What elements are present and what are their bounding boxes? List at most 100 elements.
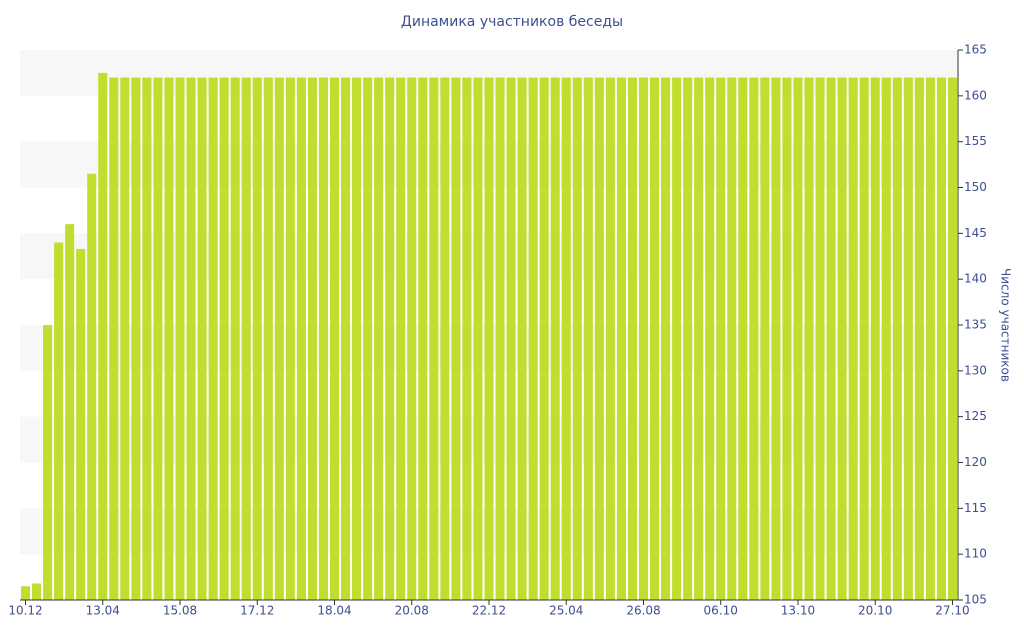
- y-tick-label: 110: [964, 547, 987, 561]
- y-axis-label: Число участников: [999, 268, 1013, 382]
- bar: [296, 77, 306, 600]
- bar: [727, 77, 737, 600]
- y-tick-label: 130: [964, 363, 987, 377]
- bar: [473, 77, 483, 600]
- bar: [32, 583, 42, 600]
- bar: [605, 77, 615, 600]
- x-tick-label: 10.12: [8, 604, 42, 618]
- bar: [396, 77, 406, 600]
- bar: [363, 77, 373, 600]
- bar: [418, 77, 428, 600]
- x-tick-label: 15.08: [163, 604, 197, 618]
- x-tick-label: 13.10: [781, 604, 815, 618]
- bar: [495, 77, 505, 600]
- bar: [230, 77, 240, 600]
- bar: [594, 77, 604, 600]
- bar: [881, 77, 891, 600]
- bar: [804, 77, 814, 600]
- y-tick-label: 105: [964, 593, 987, 607]
- bar: [550, 77, 560, 600]
- bar: [771, 77, 781, 600]
- bar: [65, 224, 75, 600]
- bar: [352, 77, 362, 600]
- bar: [716, 77, 726, 600]
- x-tick-label: 25.04: [549, 604, 583, 618]
- y-tick-label: 160: [964, 88, 987, 102]
- bar: [440, 77, 450, 600]
- bar: [208, 77, 218, 600]
- y-tick-label: 165: [964, 43, 987, 57]
- bar: [484, 77, 494, 600]
- bar: [793, 77, 803, 600]
- bar: [947, 77, 958, 600]
- bar: [517, 77, 527, 600]
- bar: [506, 77, 516, 600]
- y-tick-label: 140: [964, 272, 987, 286]
- bar: [627, 77, 637, 600]
- bar: [429, 77, 439, 600]
- chart-title: Динамика участников беседы: [401, 14, 623, 30]
- bar: [672, 77, 682, 600]
- bar: [252, 77, 262, 600]
- bar: [738, 77, 748, 600]
- bar: [98, 72, 108, 600]
- y-tick-label: 150: [964, 180, 987, 194]
- bar: [539, 77, 549, 600]
- bar: [385, 77, 395, 600]
- bar: [43, 325, 53, 600]
- bar: [407, 77, 417, 600]
- bar: [892, 77, 902, 600]
- bar: [131, 77, 141, 600]
- bar: [374, 77, 384, 600]
- bar: [705, 77, 715, 600]
- bar: [661, 77, 671, 600]
- bar: [76, 248, 86, 600]
- bar: [782, 77, 792, 600]
- bar: [462, 77, 472, 600]
- y-tick-label: 115: [964, 501, 987, 515]
- bar: [616, 77, 626, 600]
- bar: [164, 77, 174, 600]
- bar: [583, 77, 593, 600]
- bar: [650, 77, 660, 600]
- x-tick-label: 20.10: [858, 604, 892, 618]
- bar: [274, 77, 284, 600]
- bar: [936, 77, 946, 600]
- x-tick-label: 18.04: [317, 604, 351, 618]
- bar: [263, 77, 273, 600]
- x-tick-label: 26.08: [626, 604, 660, 618]
- x-tick-label: 20.08: [395, 604, 429, 618]
- x-tick-label: 13.04: [86, 604, 120, 618]
- y-tick-label: 155: [964, 134, 987, 148]
- bar: [859, 77, 869, 600]
- bar: [120, 77, 130, 600]
- bar: [561, 77, 571, 600]
- bar: [20, 586, 31, 600]
- bar: [153, 77, 163, 600]
- bar: [749, 77, 759, 600]
- bar: [186, 77, 196, 600]
- bar: [848, 77, 858, 600]
- bar: [241, 77, 251, 600]
- y-tick-label: 135: [964, 318, 987, 332]
- bar: [197, 77, 207, 600]
- y-tick-label: 145: [964, 226, 987, 240]
- bar: [219, 77, 229, 600]
- bar: [572, 77, 582, 600]
- bar: [837, 77, 847, 600]
- bar: [175, 77, 185, 600]
- bar: [451, 77, 461, 600]
- y-tick-label: 125: [964, 409, 987, 423]
- bar: [826, 77, 836, 600]
- bar: [903, 77, 913, 600]
- bar: [109, 77, 119, 600]
- bar: [760, 77, 770, 600]
- x-tick-label: 17.12: [240, 604, 274, 618]
- bar: [870, 77, 880, 600]
- bar: [318, 77, 328, 600]
- bar: [54, 242, 64, 600]
- bar: [307, 77, 317, 600]
- bar: [914, 77, 924, 600]
- bar: [329, 77, 340, 600]
